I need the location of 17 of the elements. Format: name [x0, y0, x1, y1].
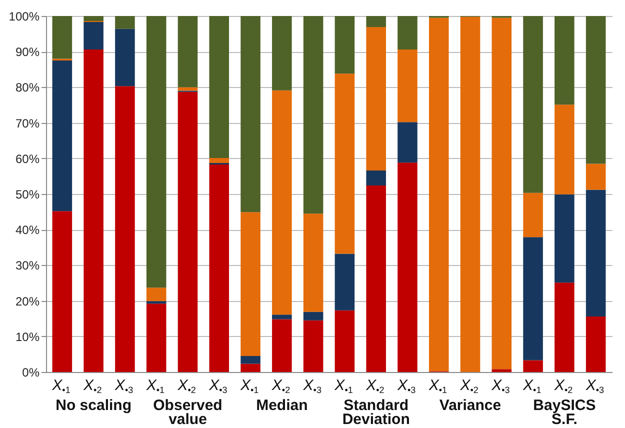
- text: Standard Deviation: [342, 397, 410, 428]
- y-tick-label: 0%: [22, 366, 40, 380]
- y-tick-label: 20%: [15, 294, 40, 308]
- text: BaySICS S.F.: [533, 397, 596, 428]
- y-tick-label: 50%: [15, 188, 40, 202]
- y-tick-label: 30%: [15, 258, 40, 273]
- text: No scaling: [56, 397, 132, 414]
- y-tick-label: 40%: [15, 223, 40, 238]
- y-tick-label: 90%: [15, 45, 40, 60]
- text: Variance: [439, 397, 502, 414]
- text: Median: [256, 397, 308, 414]
- y-tick-label: 60%: [15, 152, 40, 166]
- y-tick-label: 80%: [15, 80, 40, 95]
- text: Observed value: [153, 397, 222, 428]
- y-tick-label: 10%: [15, 330, 40, 344]
- y-tick-label: 70%: [15, 116, 40, 130]
- y-tick-label: 100%: [8, 10, 40, 24]
